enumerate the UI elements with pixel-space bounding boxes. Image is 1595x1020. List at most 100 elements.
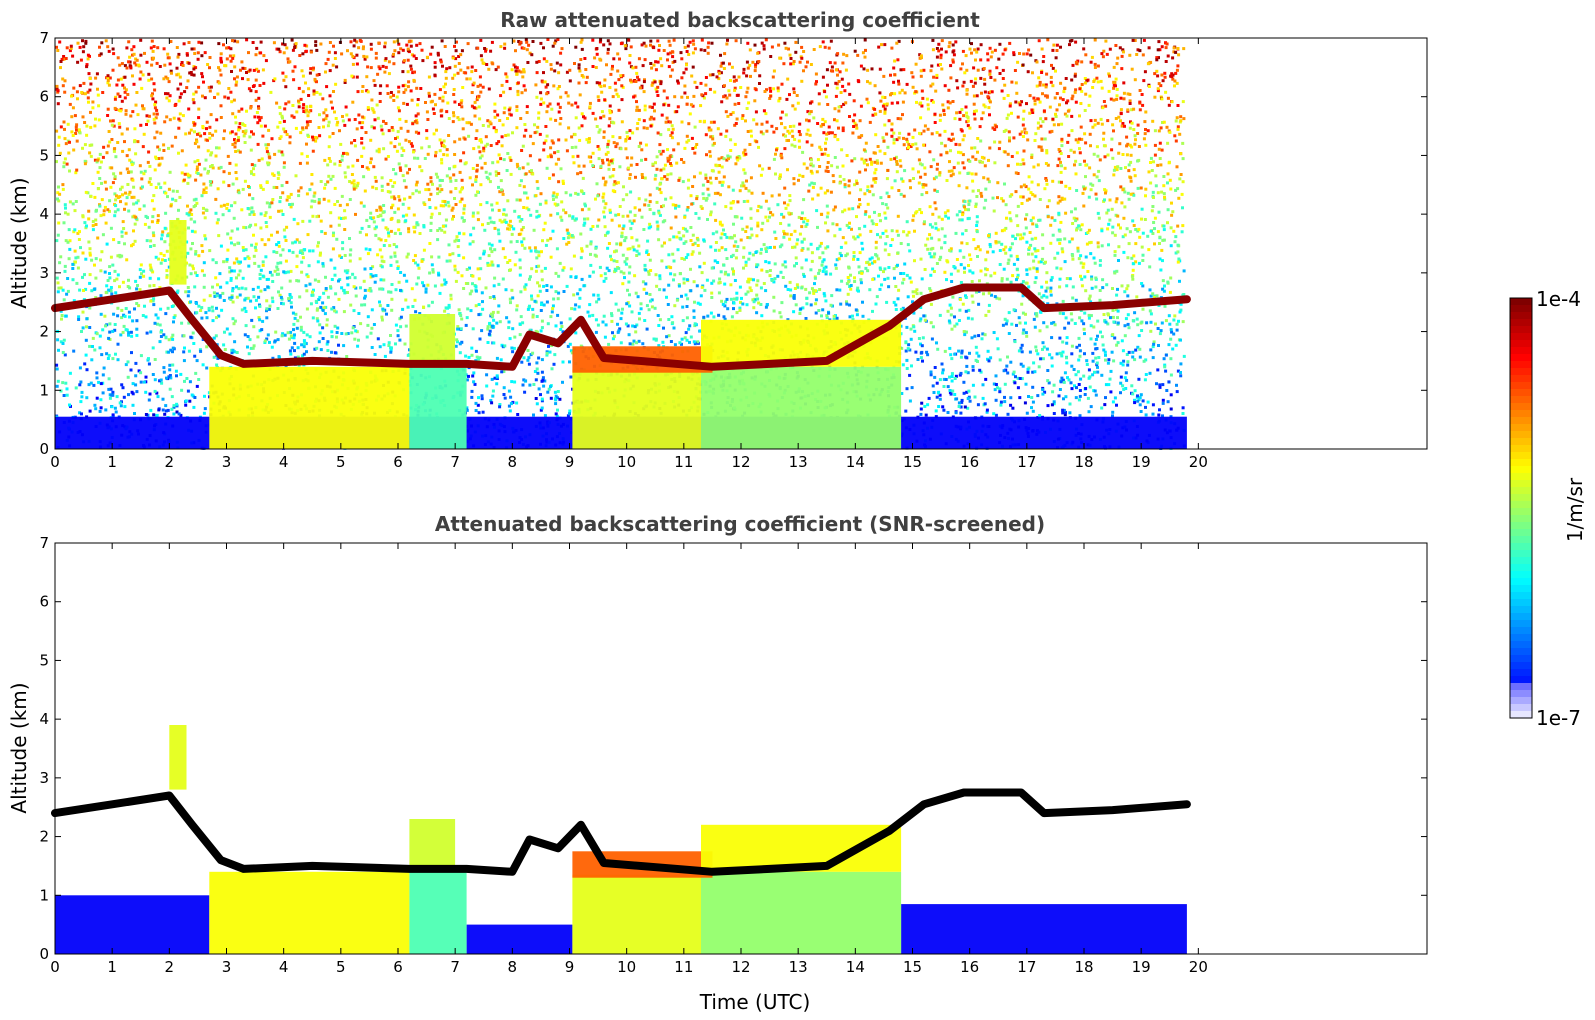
- noise-pixel: [841, 164, 845, 168]
- noise-pixel: [1096, 154, 1100, 158]
- noise-pixel: [111, 263, 115, 267]
- noise-pixel: [202, 261, 206, 265]
- noise-pixel: [883, 267, 887, 271]
- noise-pixel: [911, 85, 915, 89]
- noise-pixel: [972, 112, 976, 116]
- noise-pixel: [150, 39, 154, 43]
- noise-pixel: [310, 173, 314, 176]
- noise-pixel: [1037, 260, 1041, 264]
- noise-pixel: [330, 330, 334, 334]
- noise-pixel: [321, 301, 325, 305]
- noise-pixel: [1016, 162, 1019, 166]
- noise-pixel: [1180, 230, 1184, 234]
- noise-pixel: [343, 171, 347, 175]
- noise-pixel: [895, 160, 899, 163]
- noise-pixel: [98, 166, 102, 170]
- noise-pixel: [475, 98, 479, 102]
- noise-pixel: [259, 226, 263, 230]
- noise-pixel: [1177, 257, 1181, 261]
- noise-pixel: [681, 180, 685, 184]
- noise-pixel: [655, 284, 659, 288]
- noise-pixel: [1089, 60, 1093, 64]
- noise-pixel: [105, 151, 109, 155]
- noise-pixel: [669, 272, 673, 276]
- noise-pixel: [1032, 259, 1036, 263]
- noise-pixel: [1025, 240, 1029, 244]
- noise-pixel: [177, 52, 181, 56]
- noise-pixel: [438, 178, 442, 182]
- noise-pixel: [839, 105, 843, 109]
- noise-pixel: [1101, 343, 1105, 347]
- noise-pixel: [311, 149, 315, 153]
- noise-pixel: [134, 383, 138, 387]
- noise-pixel: [1031, 409, 1035, 413]
- noise-pixel: [1157, 56, 1160, 60]
- noise-pixel: [371, 265, 375, 269]
- noise-pixel: [152, 297, 156, 301]
- noise-pixel: [360, 303, 364, 307]
- noise-pixel: [156, 46, 160, 50]
- noise-pixel: [489, 144, 493, 147]
- noise-pixel: [923, 124, 927, 128]
- noise-pixel: [267, 238, 271, 242]
- noise-pixel: [507, 389, 511, 393]
- noise-pixel: [528, 383, 532, 387]
- noise-pixel: [899, 272, 903, 275]
- noise-pixel: [288, 135, 292, 139]
- noise-pixel: [755, 234, 759, 238]
- noise-pixel: [294, 42, 298, 46]
- noise-pixel: [760, 228, 764, 232]
- noise-pixel: [63, 127, 66, 131]
- noise-pixel: [930, 225, 934, 229]
- noise-pixel: [954, 411, 958, 415]
- noise-pixel: [600, 90, 604, 94]
- noise-pixel: [120, 383, 124, 387]
- noise-pixel: [131, 403, 135, 407]
- noise-pixel: [1093, 342, 1097, 346]
- noise-pixel: [111, 181, 115, 185]
- noise-pixel: [424, 290, 428, 294]
- noise-pixel: [1002, 96, 1006, 100]
- noise-pixel: [992, 209, 996, 213]
- noise-pixel: [912, 214, 916, 218]
- noise-pixel: [978, 125, 982, 129]
- noise-pixel: [864, 48, 867, 52]
- noise-pixel: [120, 234, 124, 238]
- noise-pixel: [782, 229, 786, 233]
- noise-pixel: [1031, 222, 1035, 226]
- noise-pixel: [1130, 67, 1134, 71]
- noise-pixel: [929, 69, 933, 73]
- noise-pixel: [858, 198, 861, 202]
- noise-pixel: [441, 199, 445, 203]
- noise-pixel: [851, 131, 855, 135]
- noise-pixel: [311, 68, 315, 72]
- noise-pixel: [933, 188, 937, 192]
- noise-pixel: [369, 157, 373, 161]
- noise-pixel: [1008, 248, 1012, 252]
- noise-pixel: [153, 321, 157, 325]
- noise-pixel: [413, 70, 416, 74]
- noise-pixel: [120, 316, 124, 320]
- noise-pixel: [301, 128, 305, 131]
- noise-pixel: [528, 277, 531, 281]
- noise-pixel: [906, 295, 910, 299]
- noise-pixel: [210, 151, 214, 155]
- noise-pixel: [522, 378, 526, 382]
- noise-pixel: [1182, 293, 1186, 296]
- noise-pixel: [1120, 124, 1124, 128]
- noise-pixel: [488, 120, 492, 124]
- noise-pixel: [258, 329, 262, 333]
- noise-pixel: [735, 117, 739, 121]
- noise-pixel: [294, 126, 298, 130]
- noise-pixel: [1102, 100, 1106, 103]
- noise-pixel: [864, 266, 868, 270]
- noise-pixel: [365, 166, 369, 170]
- noise-pixel: [684, 240, 688, 244]
- noise-pixel: [759, 286, 763, 290]
- noise-pixel: [520, 243, 524, 247]
- noise-pixel: [897, 189, 901, 192]
- noise-pixel: [619, 242, 622, 246]
- noise-pixel: [506, 227, 510, 231]
- noise-pixel: [1060, 164, 1063, 168]
- noise-pixel: [401, 202, 405, 206]
